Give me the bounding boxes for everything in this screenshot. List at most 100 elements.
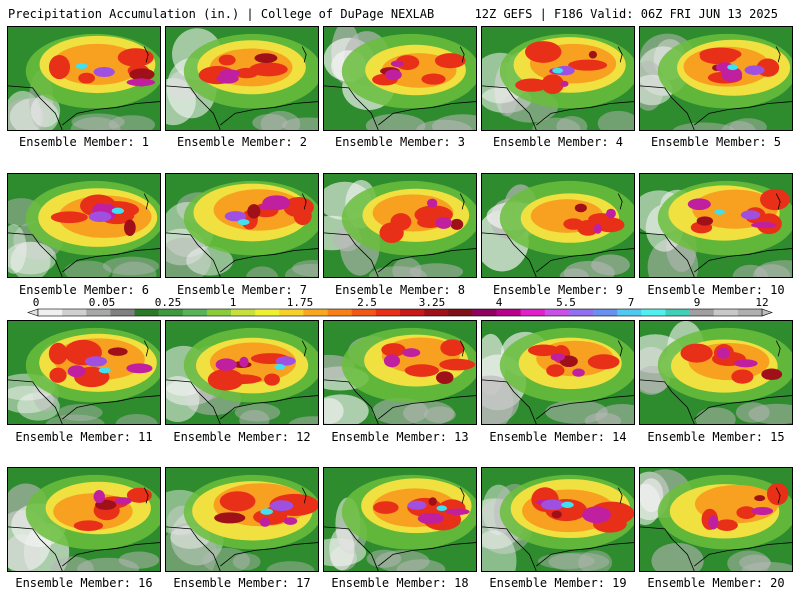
ensemble-member-caption: Ensemble Member: 5 [650,135,782,149]
precip-field [640,468,792,571]
ensemble-member-caption: Ensemble Member: 6 [18,283,150,297]
colorbar-swatch [134,309,159,316]
ensemble-member-caption: Ensemble Member: 19 [489,576,627,590]
ensemble-member-caption: Ensemble Member: 14 [489,430,627,444]
colorbar-tick-label: 12 [755,296,768,309]
colorbar-swatch [448,309,473,316]
colorbar-swatch [158,309,184,316]
colorbar-swatch [279,309,304,316]
ensemble-member-caption: Ensemble Member: 12 [173,430,311,444]
colorbar-tick-label: 1.75 [287,296,314,309]
colorbar-low-arrow [27,308,39,317]
ensemble-member-map [639,320,793,425]
ensemble-member-caption: Ensemble Member: 7 [176,283,308,297]
ensemble-member-caption: Ensemble Member: 8 [334,283,466,297]
ensemble-member-map [323,26,477,131]
precip-field [166,468,318,571]
precip-field [324,321,476,424]
colorbar-tick-label: 3.25 [419,296,446,309]
precip-field [166,321,318,424]
precip-field [8,27,160,130]
ensemble-member-caption: Ensemble Member: 10 [647,283,785,297]
ensemble-member-caption: Ensemble Member: 4 [492,135,624,149]
ensemble-member-map [481,467,635,572]
precip-field [640,321,792,424]
ensemble-member-map [639,467,793,572]
precip-field [324,468,476,571]
ensemble-member-map [481,26,635,131]
precip-field [8,174,160,277]
colorbar-swatch [255,309,280,316]
ensemble-member-caption: Ensemble Member: 2 [176,135,308,149]
colorbar-swatch [303,309,328,316]
ensemble-member-map [481,320,635,425]
colorbar-swatch [86,309,111,316]
ensemble-member-caption: Ensemble Member: 1 [18,135,150,149]
precip-field [8,321,160,424]
colorbar-swatch [351,309,377,316]
colorbar-swatch [182,309,208,316]
colorbar-tick-label: 5.5 [556,296,576,309]
colorbar-tick-label: 2.5 [357,296,377,309]
colorbar-tick-label: 0.25 [155,296,182,309]
precip-field [166,27,318,130]
colorbar-high-arrow [761,308,773,317]
colorbar-swatch [62,309,87,316]
colorbar-swatch [617,309,642,316]
colorbar-tick-label: 9 [694,296,701,309]
colorbar-swatch [472,309,497,316]
ensemble-member-map [7,320,161,425]
ensemble-member-map [323,320,477,425]
ensemble-member-caption: Ensemble Member: 13 [331,430,469,444]
ensemble-member-map [7,467,161,572]
colorbar-swatch [231,309,256,316]
ensemble-member-map [7,26,161,131]
ensemble-member-map [165,467,319,572]
colorbar-tick-label: 1 [230,296,237,309]
ensemble-member-map [165,320,319,425]
ensemble-member-caption: Ensemble Member: 20 [647,576,785,590]
colorbar-tick-label: 7 [628,296,635,309]
colorbar-tick-label: 0.05 [89,296,116,309]
colorbar-swatch [327,309,353,316]
precipitation-colorbar: 0 0.05 0.25 1 1.75 2.5 3.25 4 5.5 7 9 12 [0,295,800,325]
ensemble-member-caption: Ensemble Member: 17 [173,576,311,590]
colorbar-swatch [520,309,546,316]
ensemble-member-map [639,173,793,278]
precip-field [640,174,792,277]
colorbar-swatch [713,309,739,316]
ensemble-member-caption: Ensemble Member: 15 [647,430,785,444]
map-title: Precipitation Accumulation (in.) | Colle… [8,7,435,21]
ensemble-member-caption: Ensemble Member: 9 [492,283,624,297]
ensemble-member-caption: Ensemble Member: 3 [334,135,466,149]
ensemble-member-caption: Ensemble Member: 18 [331,576,469,590]
model-run-info: 12Z GEFS | F186 Valid: 06Z FRI JUN 13 20… [474,7,778,21]
colorbar-swatch [424,309,449,316]
colorbar-swatch [737,309,763,316]
ensemble-member-caption: Ensemble Member: 11 [15,430,153,444]
colorbar-tick-label: 0 [33,296,40,309]
ensemble-member-map [323,467,477,572]
precip-field [640,27,792,130]
precip-field [482,174,634,277]
precip-field [8,468,160,571]
precip-field [482,27,634,130]
colorbar-swatch [206,309,232,316]
precip-field [324,27,476,130]
colorbar-swatch [665,309,690,316]
colorbar-swatch [641,309,666,316]
colorbar-swatch [568,309,594,316]
ensemble-member-map [323,173,477,278]
precip-field [482,321,634,424]
precip-field [482,468,634,571]
colorbar-swatch [400,309,425,316]
ensemble-member-map [165,26,319,131]
precip-field [324,174,476,277]
colorbar-swatch [544,309,570,316]
colorbar-swatch [375,309,401,316]
colorbar-swatch [689,309,715,316]
colorbar-swatch [110,309,135,316]
precip-field [166,174,318,277]
ensemble-member-map [639,26,793,131]
colorbar-swatch [593,309,618,316]
